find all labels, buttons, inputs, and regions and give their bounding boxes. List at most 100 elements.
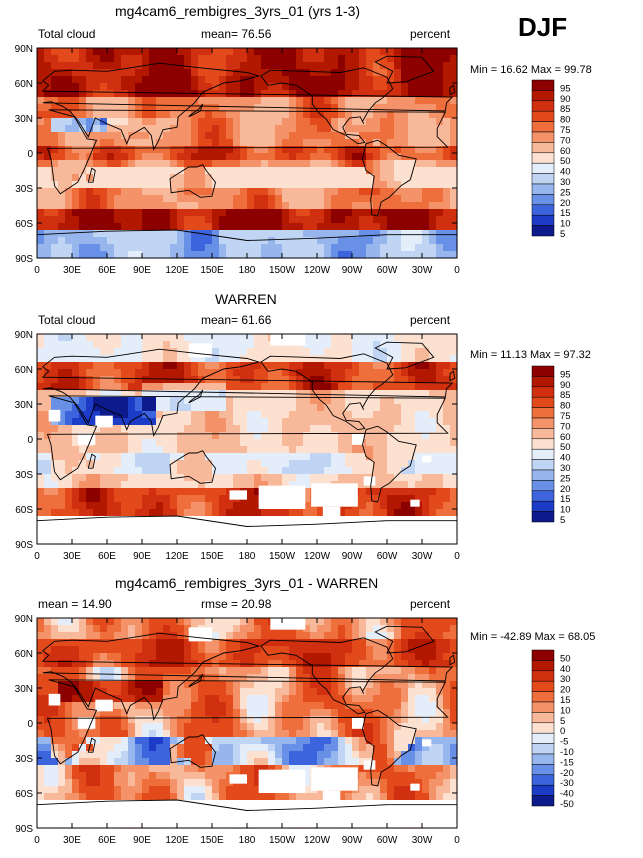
field-cell: [86, 411, 94, 419]
colorbar-box: [531, 194, 555, 206]
field-cell: [205, 167, 213, 175]
field-cell: [156, 509, 164, 517]
field-cell: [177, 460, 185, 468]
field-cell: [443, 237, 451, 245]
field-cell: [198, 167, 206, 175]
field-cell: [401, 341, 409, 349]
field-cell: [338, 146, 346, 154]
field-cell: [191, 502, 199, 510]
field-cell: [247, 223, 255, 231]
field-cell: [254, 411, 262, 419]
field-cell: [331, 167, 339, 175]
field-cell: [373, 125, 381, 133]
field-cell: [317, 69, 325, 77]
field-cell: [219, 702, 227, 710]
field-cell: [135, 702, 143, 710]
field-cell: [408, 653, 416, 661]
field-cell: [422, 376, 430, 384]
field-cell: [240, 716, 248, 724]
field-cell: [240, 223, 248, 231]
field-cell: [268, 474, 276, 482]
field-cell: [219, 237, 227, 245]
field-cell: [86, 237, 94, 245]
field-cell: [51, 209, 59, 217]
field-cell: [387, 502, 395, 510]
field-cell: [37, 369, 45, 377]
field-cell: [128, 660, 136, 668]
field-cell: [366, 688, 374, 696]
field-cell: [380, 716, 388, 724]
field-cell: [429, 48, 437, 56]
field-cell: [156, 639, 164, 647]
field-cell: [163, 251, 171, 259]
field-cell: [149, 153, 157, 161]
field-cell: [191, 369, 199, 377]
field-cell: [37, 376, 45, 384]
field-cell: [352, 362, 360, 370]
field-cell: [44, 181, 52, 189]
field-cell: [408, 397, 416, 405]
field-cell: [338, 160, 346, 168]
field-cell: [394, 723, 402, 731]
field-cell: [212, 237, 220, 245]
x-tick-label: 120E: [165, 265, 189, 276]
field-cell: [51, 153, 59, 161]
field-cell: [72, 355, 80, 363]
field-cell: [345, 730, 353, 738]
field-cell: [289, 653, 297, 661]
field-cell: [247, 688, 255, 696]
field-cell: [72, 453, 80, 461]
field-cell: [72, 181, 80, 189]
field-cell: [100, 744, 108, 752]
field-cell: [338, 653, 346, 661]
field-cell: [387, 653, 395, 661]
field-cell: [240, 167, 248, 175]
field-cell: [352, 660, 360, 668]
field-cell: [415, 174, 423, 182]
field-cell: [219, 62, 227, 70]
colorbar-box: [531, 480, 555, 492]
field-cell: [429, 509, 437, 517]
field-cell: [352, 132, 360, 140]
field-cell: [72, 397, 80, 405]
field-cell: [240, 446, 248, 454]
colorbar-label: 20: [560, 484, 571, 495]
field-cell: [170, 709, 178, 717]
field-cell: [65, 509, 73, 517]
field-cell: [107, 695, 115, 703]
field-cell: [58, 639, 66, 647]
field-cell: [198, 181, 206, 189]
field-cell: [289, 90, 297, 98]
field-cell: [268, 237, 276, 245]
field-cell: [303, 69, 311, 77]
field-cell: [219, 181, 227, 189]
field-cell: [443, 202, 451, 210]
field-cell: [72, 460, 80, 468]
field-cell: [114, 744, 122, 752]
field-cell: [226, 639, 234, 647]
field-cell: [422, 618, 430, 626]
field-cell: [261, 397, 269, 405]
field-cell: [142, 202, 150, 210]
panel-3-rmse-label: rmse = 20.98: [201, 597, 272, 611]
field-cell: [128, 132, 136, 140]
field-cell: [177, 702, 185, 710]
field-cell: [443, 244, 451, 252]
colorbar-box: [531, 365, 555, 377]
field-cell: [128, 55, 136, 63]
field-cell: [114, 83, 122, 91]
field-cell: [296, 369, 304, 377]
field-cell: [275, 460, 283, 468]
field-cell: [149, 639, 157, 647]
field-cell: [37, 688, 45, 696]
field-cell: [37, 146, 45, 154]
field-cell: [443, 146, 451, 154]
field-cell: [79, 737, 87, 745]
field-cell: [275, 230, 283, 238]
field-cell: [93, 446, 101, 454]
field-cell: [114, 397, 122, 405]
field-cell: [121, 188, 129, 196]
colorbar-box: [531, 173, 555, 185]
field-cell: [198, 432, 206, 440]
field-cell: [450, 432, 458, 440]
